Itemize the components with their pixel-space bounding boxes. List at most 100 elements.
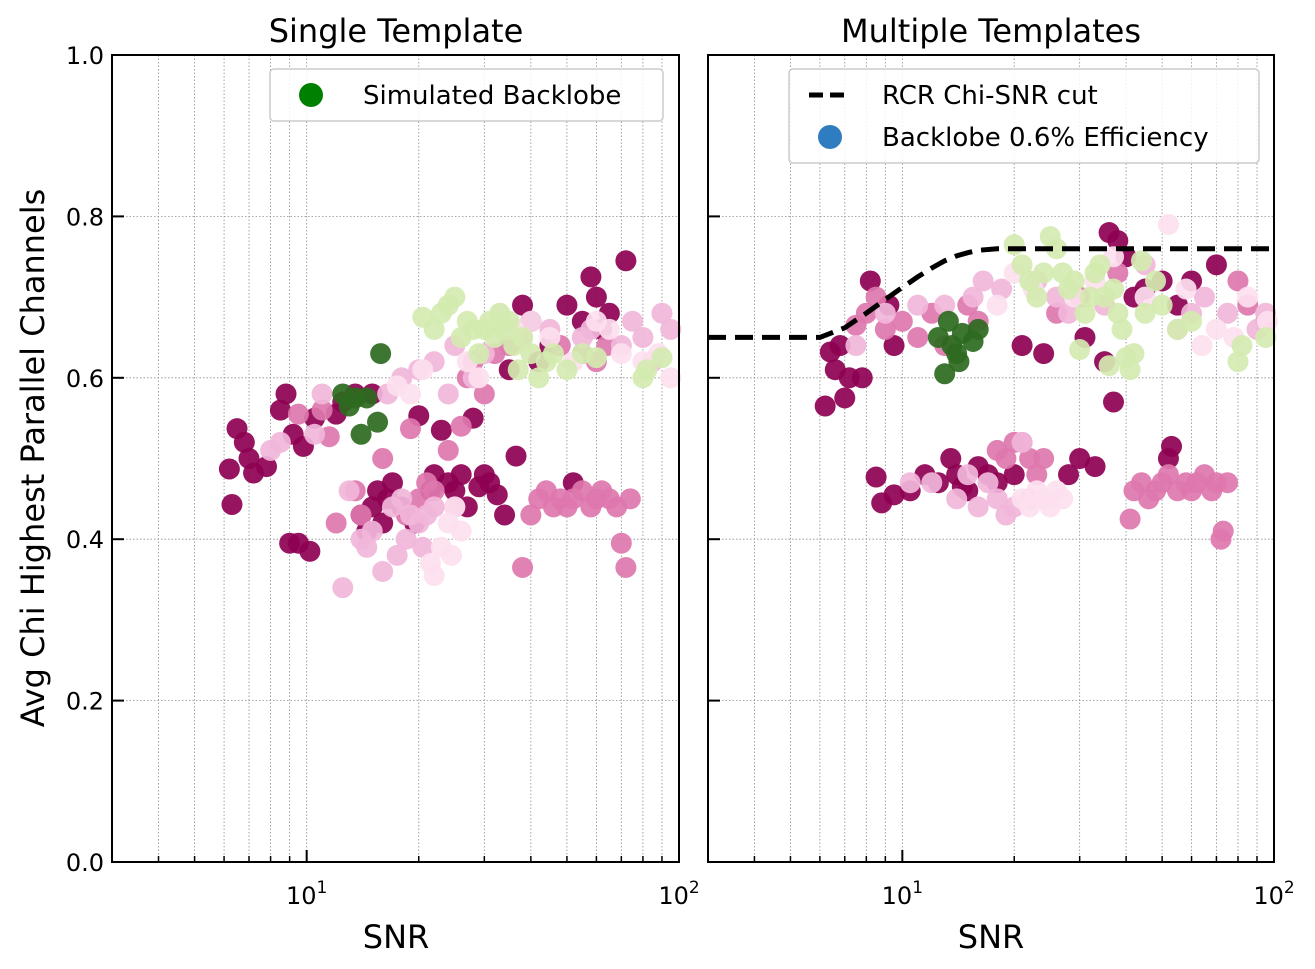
- scatter-point: [1026, 464, 1048, 486]
- panel-multiple-templates: Multiple Templates SNR 101 102 RCR Chi-SN…: [707, 12, 1295, 956]
- x-tick-base: 10: [658, 882, 689, 910]
- scatter-point: [430, 419, 452, 441]
- scatter-point: [468, 367, 490, 389]
- scatter-point: [967, 496, 989, 518]
- scatter-point: [585, 347, 607, 369]
- chart-title: Single Template: [269, 12, 524, 50]
- scatter-point: [412, 359, 434, 381]
- scatter-point: [1026, 286, 1048, 308]
- legend-label: Backlobe 0.6% Efficiency: [882, 123, 1209, 153]
- x-tick-exponent: 1: [317, 878, 328, 898]
- x-tick-exponent: 1: [912, 878, 923, 898]
- y-tick-label: 0.8: [66, 203, 104, 231]
- scatter-point: [995, 448, 1017, 469]
- scatter-point: [1011, 254, 1033, 276]
- scatter-point: [991, 278, 1013, 300]
- scatter-point: [1256, 310, 1278, 332]
- scatter-point: [437, 439, 459, 461]
- scatter-point: [437, 383, 459, 405]
- scatter-point: [891, 310, 913, 332]
- scatter-point: [556, 359, 578, 381]
- scatter-point: [408, 488, 430, 510]
- x-tick-label: 101: [882, 878, 923, 910]
- scatter-point: [486, 484, 508, 506]
- scatter-point: [1103, 391, 1125, 413]
- scatter-point: [1193, 286, 1215, 308]
- scatter-point: [512, 326, 534, 348]
- chart-title: Multiple Templates: [841, 12, 1141, 50]
- scatter-point: [372, 448, 394, 469]
- scatter-point: [1123, 343, 1145, 365]
- scatter-point: [585, 286, 607, 308]
- scatter-point: [1069, 448, 1091, 469]
- scatter-point: [1205, 254, 1227, 276]
- legend-box: [788, 68, 1260, 164]
- scatter-point: [977, 472, 999, 494]
- scatter-point: [851, 367, 873, 389]
- scatter-point: [399, 418, 421, 440]
- rcr-cut-line: [708, 246, 1274, 340]
- scatter-point: [834, 387, 856, 409]
- scatter-point: [1227, 270, 1249, 292]
- scatter-point: [505, 445, 527, 467]
- scatter-point: [423, 480, 445, 502]
- scatter-point: [256, 456, 278, 478]
- scatter-point: [275, 383, 297, 405]
- x-axis-label: SNR: [363, 918, 429, 956]
- scatter-point: [299, 540, 321, 562]
- scatter-point: [450, 520, 472, 542]
- y-tick-label: 0.6: [66, 365, 104, 393]
- legend: Simulated Backlobe: [269, 68, 664, 122]
- x-tick-exponent: 2: [689, 878, 700, 898]
- scatter-point: [356, 536, 378, 558]
- scatter-point: [423, 496, 445, 518]
- scatter-point: [1033, 448, 1055, 469]
- y-tick-label: 1.0: [66, 42, 104, 70]
- scatter-point: [218, 458, 240, 480]
- scatter-point: [444, 480, 466, 502]
- scatter-point: [356, 387, 378, 409]
- scatter-point: [615, 556, 637, 578]
- scatter-point: [498, 310, 520, 332]
- scatter-point: [1161, 435, 1183, 457]
- x-tick-base: 10: [1253, 882, 1284, 910]
- scatter-point: [660, 318, 682, 340]
- scatter-point: [934, 294, 956, 316]
- scatter-point: [1058, 302, 1080, 324]
- scatter-point: [450, 464, 472, 486]
- scatter-point: [395, 528, 417, 550]
- x-tick-label: 102: [658, 878, 699, 910]
- scatter-point: [1089, 254, 1111, 276]
- scatter-point: [1046, 238, 1068, 260]
- scatter-point: [660, 367, 682, 389]
- scatter-point: [361, 520, 383, 542]
- scatter-point: [520, 310, 542, 332]
- scatter-point: [636, 359, 658, 381]
- scatter-point: [468, 343, 490, 365]
- scatter-point: [512, 294, 534, 316]
- scatter-point: [542, 343, 564, 365]
- scatter-point: [1134, 286, 1156, 308]
- scatter-point: [874, 318, 896, 340]
- scatter-point: [986, 294, 1008, 316]
- scatter-point: [883, 484, 905, 506]
- scatter-point: [269, 399, 291, 421]
- scatter-point: [1151, 294, 1173, 316]
- scatter-point: [946, 488, 968, 510]
- scatter-point: [948, 351, 970, 373]
- scatter-point: [1134, 302, 1156, 324]
- scatter-point: [1111, 318, 1133, 340]
- plot-frame: [707, 54, 1275, 863]
- scatter-point: [528, 367, 550, 389]
- scatter-point: [450, 415, 472, 437]
- scatter-point: [1098, 355, 1120, 377]
- scatter-point: [1237, 286, 1259, 308]
- scatter-point: [940, 448, 962, 469]
- scatter-point: [221, 493, 243, 515]
- scatter-point: [399, 383, 421, 405]
- legend: RCR Chi-SNR cut Backlobe 0.6% Efficiency: [788, 68, 1260, 164]
- scatter-points: [814, 213, 1278, 550]
- panel-single-template: Single Template SNR 0.0 0.2 0.4 0.6 0.8 1.0 10…: [66, 12, 700, 956]
- scatter-point: [1107, 302, 1129, 324]
